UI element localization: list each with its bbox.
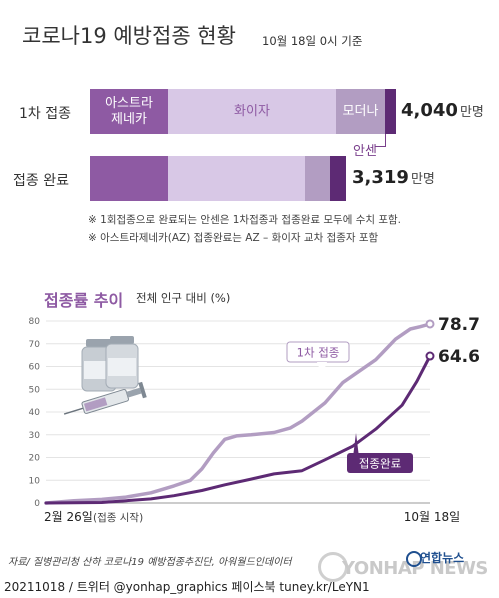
series-end-point bbox=[425, 351, 435, 361]
first-dose-total: 4,040 만명 bbox=[401, 100, 484, 121]
y-tick-label: 80 bbox=[29, 317, 41, 327]
legend-tag-box bbox=[347, 453, 413, 473]
series-end-point bbox=[425, 319, 435, 329]
x-end-label: 10월 18일 bbox=[404, 510, 460, 524]
syringe-icon bbox=[63, 381, 147, 415]
segment-moderna: 모더나 bbox=[336, 89, 385, 134]
watermark-logo-icon bbox=[318, 552, 348, 582]
series-end-value: 64.6 bbox=[438, 347, 480, 367]
y-tick-label: 50 bbox=[29, 385, 41, 395]
first-dose-total-number: 4,040 bbox=[401, 100, 458, 121]
agency-logo-icon bbox=[406, 551, 422, 567]
y-tick-label: 30 bbox=[29, 431, 41, 441]
fully-vaccinated-bar bbox=[90, 156, 346, 201]
vial-label-icon bbox=[108, 358, 136, 376]
astrazeneca-label-line2: 제네카 bbox=[111, 111, 147, 127]
y-tick-label: 40 bbox=[29, 408, 41, 418]
legend-tag-label: 1차 접종 bbox=[297, 346, 340, 360]
chart-series bbox=[44, 319, 435, 505]
legend-tag-label: 접종완료 bbox=[359, 457, 401, 471]
watermark: YONHAP NEWS bbox=[342, 558, 488, 579]
series-line-fully-vaccinated bbox=[44, 354, 432, 505]
first-dose-total-unit: 만명 bbox=[459, 105, 484, 120]
legend-first-dose: 1차 접종 bbox=[286, 341, 350, 376]
segment-janssen bbox=[385, 89, 396, 134]
segment-moderna bbox=[305, 156, 330, 201]
fully-vaccinated-total-unit: 만명 bbox=[410, 172, 435, 187]
astrazeneca-label-line1: 아스트라 bbox=[105, 95, 153, 111]
trend-title: 접종률 추이 bbox=[44, 291, 124, 310]
fully-vaccinated-total-number: 3,319 bbox=[352, 167, 409, 188]
base-date: 10월 18일 0시 기준 bbox=[262, 34, 363, 48]
x-start-note: (접종 시작) bbox=[93, 512, 143, 524]
row-label-fully-vaccinated: 접종 완료 bbox=[13, 173, 69, 189]
segment-janssen bbox=[330, 156, 346, 201]
y-tick-label: 60 bbox=[29, 363, 41, 373]
janssen-bracket bbox=[375, 134, 386, 147]
legend-fully-vaccinated: 접종완료 bbox=[347, 433, 413, 473]
janssen-label: 안센 bbox=[353, 144, 377, 159]
legend-tag-pointer bbox=[317, 362, 327, 376]
first-dose-bar: 아스트라 제네카 화이자 모더나 bbox=[90, 89, 396, 134]
y-tick-label: 10 bbox=[29, 476, 41, 486]
agency-logo: 연합뉴스 bbox=[420, 551, 465, 565]
y-tick-label: 20 bbox=[29, 454, 41, 464]
series-line-first-dose bbox=[44, 322, 432, 505]
vial-cap-icon bbox=[86, 339, 112, 347]
series-end-value: 78.7 bbox=[438, 315, 480, 335]
y-tick-label: 0 bbox=[34, 499, 40, 509]
moderna-label: 모더나 bbox=[342, 103, 379, 119]
fully-vaccinated-total: 3,319 만명 bbox=[352, 167, 435, 188]
legend-tag-pointer bbox=[351, 433, 361, 473]
segment-pfizer bbox=[168, 156, 305, 201]
segment-astrazeneca: 아스트라 제네카 bbox=[90, 89, 168, 134]
note-astrazeneca: ※ 아스트라제네카(AZ) 접종완료는 AZ – 화이자 교차 접종자 포함 bbox=[88, 232, 379, 244]
x-start-label: 2월 26일 bbox=[44, 510, 93, 524]
footer-credit: 20211018 / 트위터 @yonhap_graphics 페이스북 tun… bbox=[4, 580, 370, 594]
y-tick-label: 70 bbox=[29, 340, 41, 350]
vial-cap-icon bbox=[110, 336, 134, 344]
pfizer-label: 화이자 bbox=[234, 103, 270, 119]
row-label-first-dose: 1차 접종 bbox=[19, 106, 71, 122]
source: 자료/ 질병관리청 산하 코로나19 예방접종추진단, 아워월드인데이터 bbox=[8, 557, 292, 568]
trend-subtitle: 전체 인구 대비 (%) bbox=[136, 291, 231, 305]
page-title: 코로나19 예방접종 현황 bbox=[22, 24, 236, 48]
vaccine-illustration bbox=[63, 336, 147, 415]
segment-pfizer: 화이자 bbox=[168, 89, 336, 134]
segment-astrazeneca bbox=[90, 156, 168, 201]
note-janssen: ※ 1회접종으로 완료되는 안센은 1차접종과 접종완료 모두에 수치 포함. bbox=[88, 214, 402, 226]
